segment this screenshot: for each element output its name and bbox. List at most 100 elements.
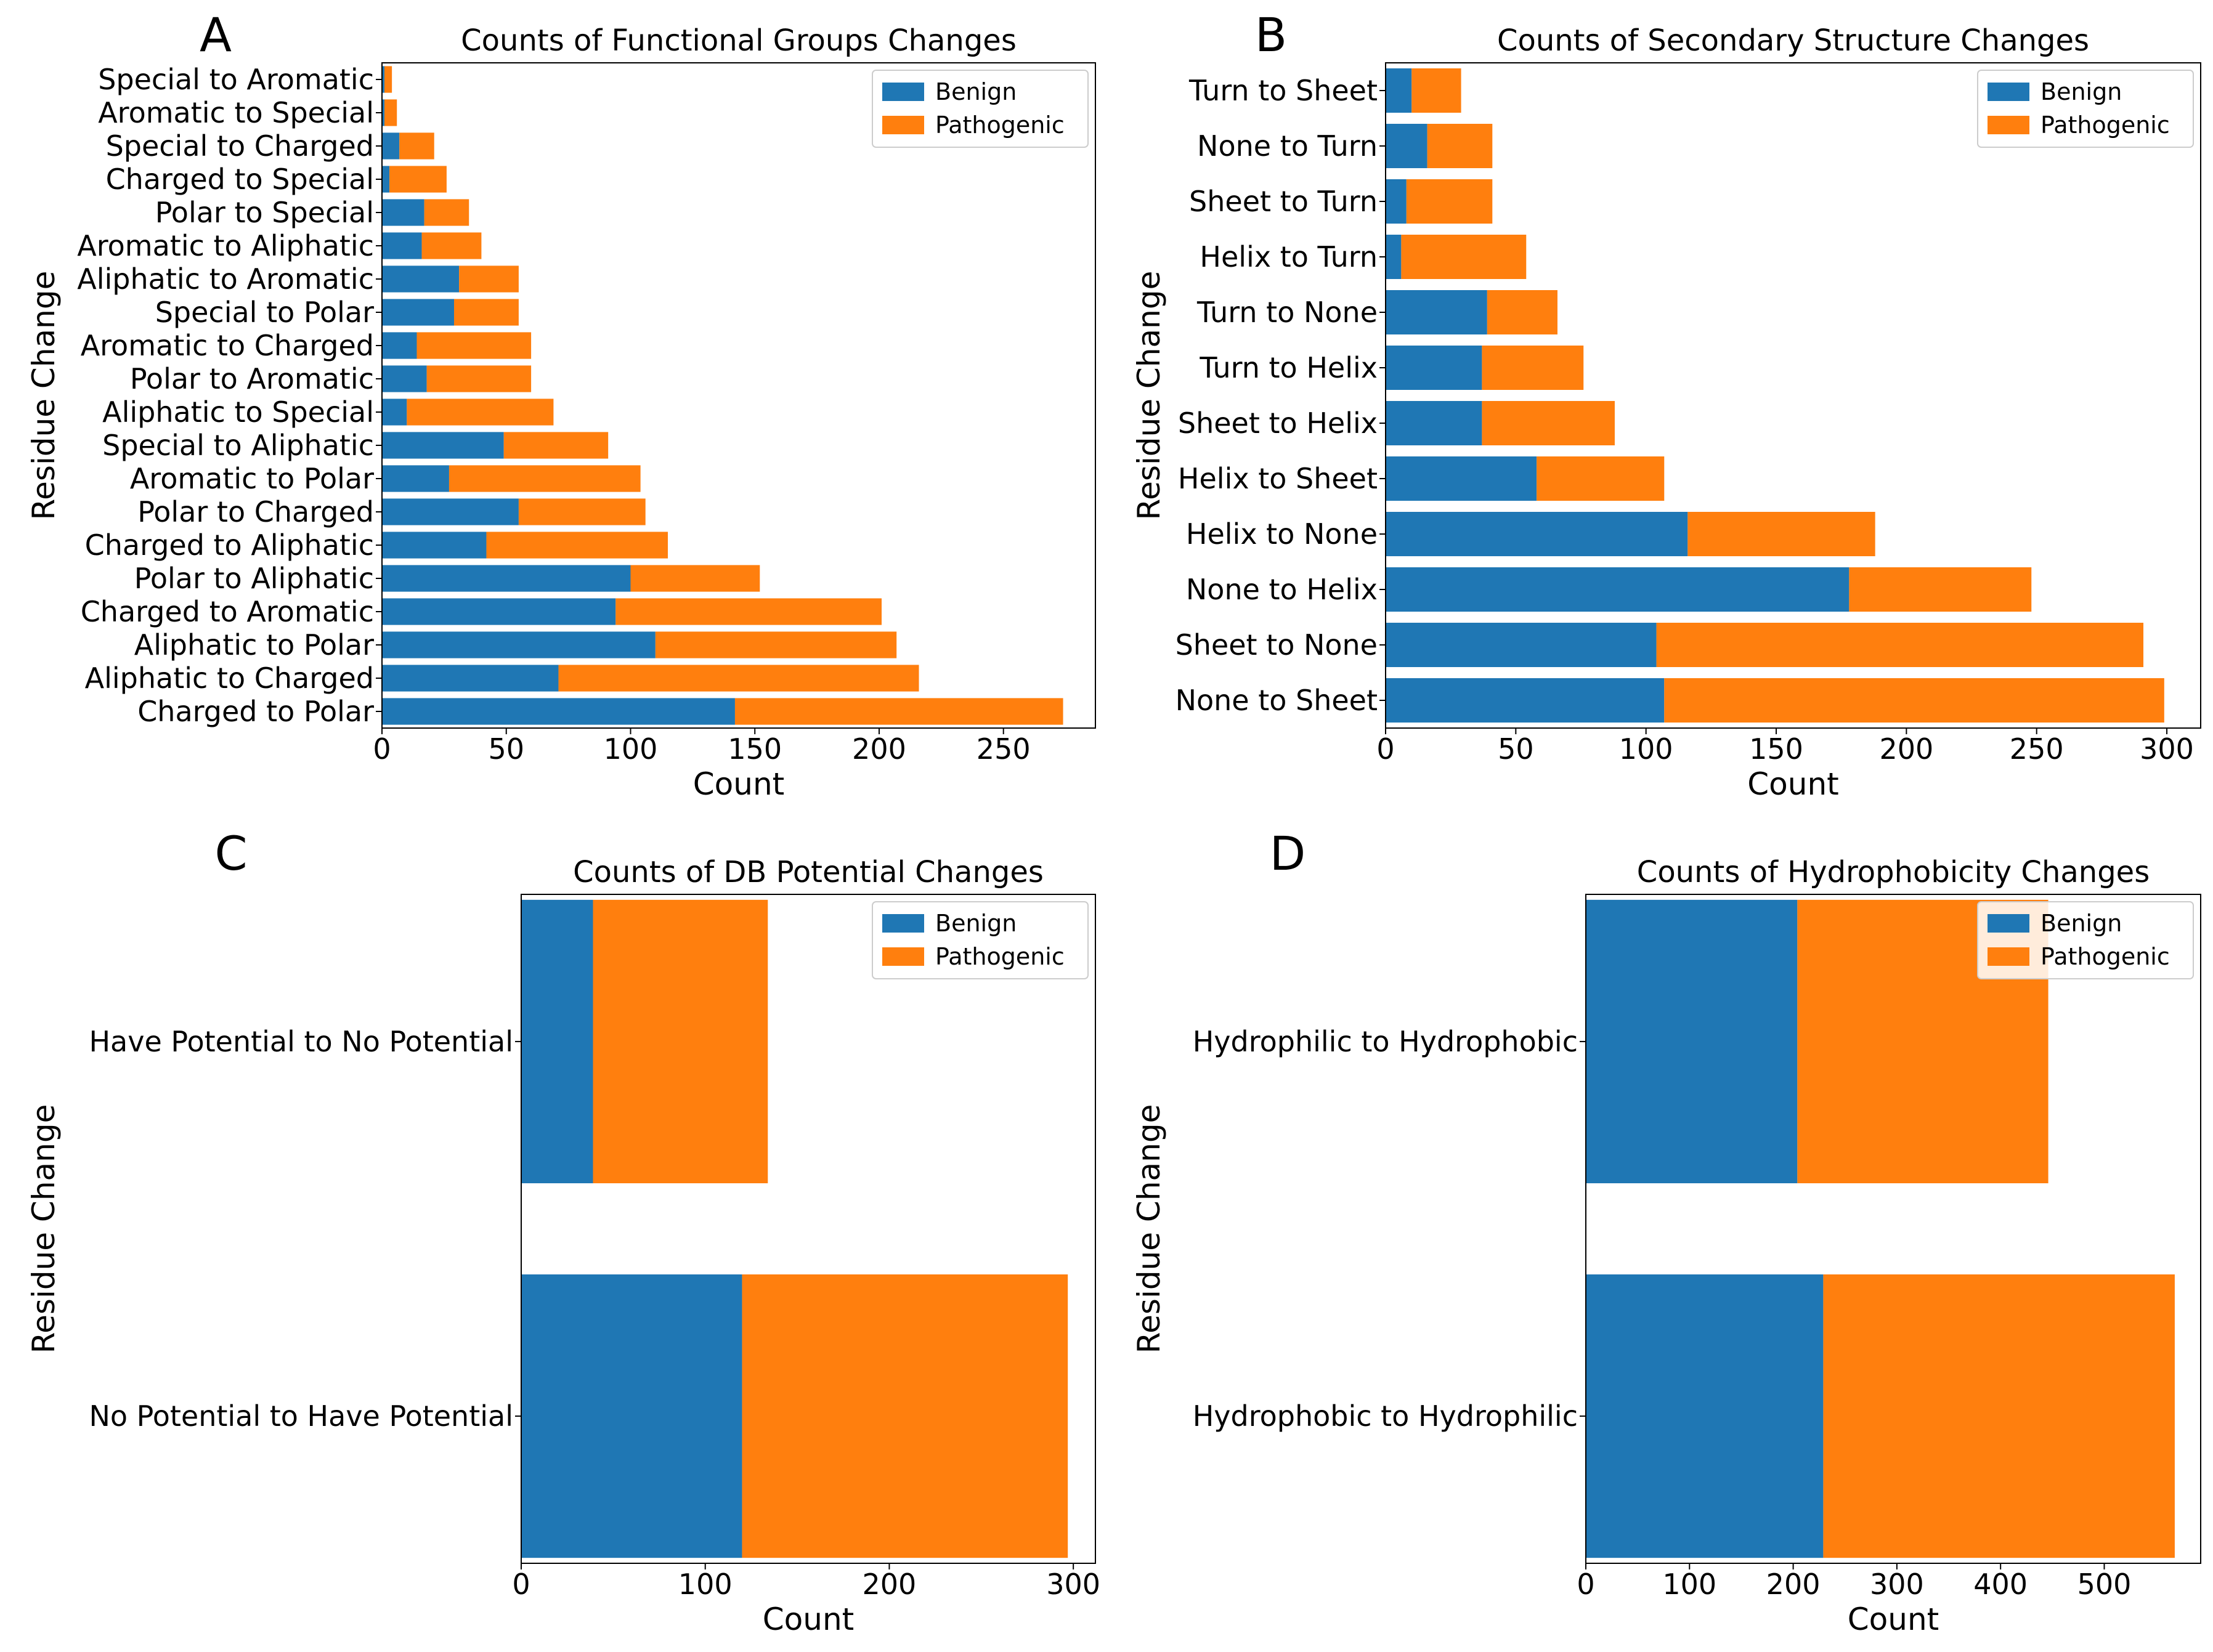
- chart-title: Counts of Hydrophobicity Changes: [1637, 855, 2150, 889]
- bar-pathogenic: [1487, 290, 1557, 334]
- bar-benign: [521, 1274, 742, 1558]
- y-tick-label: Sheet to Helix: [1178, 407, 1378, 440]
- y-tick-label: Special to Charged: [106, 129, 374, 163]
- bar-benign: [1386, 124, 1427, 168]
- chart-title: Counts of Functional Groups Changes: [461, 23, 1017, 58]
- y-tick-label: Have Potential to No Potential: [89, 1025, 513, 1058]
- bar-pathogenic: [426, 365, 532, 392]
- x-axis-label: Count: [763, 1601, 855, 1637]
- y-tick-label: Special to Aliphatic: [102, 429, 374, 462]
- bar-pathogenic: [1482, 401, 1615, 445]
- x-tick-label: 0: [512, 1568, 530, 1601]
- bar-pathogenic: [1656, 623, 2144, 667]
- bar-benign: [382, 598, 616, 625]
- bar-benign: [382, 698, 735, 725]
- legend-swatch-benign: [1988, 914, 2029, 933]
- legend-swatch-pathogenic: [1988, 116, 2029, 134]
- legend-label-benign: Benign: [2040, 910, 2122, 937]
- x-axis-label: Count: [693, 766, 785, 802]
- x-tick-label: 500: [2077, 1568, 2132, 1601]
- y-tick-label: Aromatic to Aliphatic: [77, 229, 374, 262]
- y-tick-label: Charged to Polar: [137, 695, 374, 728]
- bar-pathogenic: [1849, 567, 2032, 612]
- legend-label-pathogenic: Pathogenic: [935, 111, 1065, 139]
- y-tick-label: Aliphatic to Special: [102, 395, 374, 429]
- bar-pathogenic: [407, 399, 554, 426]
- bar-pathogenic: [615, 598, 882, 625]
- bar-pathogenic: [459, 265, 519, 293]
- bar-pathogenic: [593, 899, 768, 1184]
- legend-box: [872, 901, 1089, 979]
- x-tick-label: 200: [1879, 732, 1933, 766]
- legend-swatch-pathogenic: [882, 116, 924, 134]
- x-tick-label: 300: [1046, 1568, 1100, 1601]
- chart-title: Counts of Secondary Structure Changes: [1497, 23, 2089, 58]
- bar-pathogenic: [742, 1274, 1068, 1558]
- y-tick-label: Aliphatic to Polar: [134, 628, 374, 662]
- x-tick-label: 100: [604, 732, 658, 766]
- y-tick-label: Turn to Helix: [1199, 351, 1378, 384]
- legend-swatch-benign: [1988, 83, 2029, 101]
- panel-letter: C: [214, 826, 247, 881]
- panel-letter: B: [1255, 7, 1287, 62]
- y-tick-label: Aliphatic to Aromatic: [77, 262, 374, 296]
- bar-pathogenic: [389, 166, 447, 193]
- y-tick-label: None to Sheet: [1176, 684, 1378, 717]
- y-tick-label: Charged to Aromatic: [81, 595, 374, 628]
- x-tick-label: 200: [1766, 1568, 1821, 1601]
- x-axis-label: Count: [1747, 766, 1839, 802]
- x-axis-label: Count: [1848, 1601, 1939, 1637]
- bar-pathogenic: [1664, 678, 2164, 723]
- legend-swatch-benign: [882, 914, 924, 933]
- bar-benign: [382, 299, 455, 326]
- legend-swatch-benign: [882, 83, 924, 101]
- bar-benign: [1386, 179, 1407, 224]
- y-tick-label: Polar to Special: [155, 196, 374, 229]
- bar-benign: [382, 365, 427, 392]
- y-tick-label: Polar to Charged: [137, 495, 374, 528]
- bar-pathogenic: [630, 565, 760, 592]
- chart-title: Counts of DB Potential Changes: [573, 855, 1044, 889]
- legend-label-benign: Benign: [2040, 78, 2122, 105]
- bar-benign: [382, 665, 559, 692]
- bar-pathogenic: [384, 99, 397, 126]
- bar-pathogenic: [416, 332, 532, 359]
- bar-pathogenic: [399, 132, 434, 160]
- bar-pathogenic: [384, 66, 392, 93]
- x-tick-label: 150: [728, 732, 782, 766]
- x-tick-label: 200: [852, 732, 906, 766]
- bar-benign: [382, 265, 460, 293]
- bar-benign: [1386, 235, 1402, 279]
- y-tick-label: None to Helix: [1186, 573, 1378, 606]
- bar-benign: [1386, 623, 1657, 667]
- bar-benign: [1386, 346, 1482, 390]
- bar-benign: [1386, 512, 1688, 556]
- bar-benign: [1386, 68, 1412, 113]
- legend-box: [872, 70, 1089, 148]
- x-tick-label: 0: [1577, 1568, 1594, 1601]
- bar-benign: [382, 232, 422, 259]
- legend-box: [1977, 70, 2194, 148]
- chart-panel-b: None to Sheet Sheet to None None to Helix H…: [1131, 7, 2201, 802]
- plot-frame: [521, 894, 1096, 1564]
- chart-panel-d: Hydrophobic to Hydrophilic Hydrophilic to…: [1131, 826, 2201, 1637]
- bar-benign: [1586, 1274, 1824, 1558]
- bar-pathogenic: [1411, 68, 1461, 113]
- chart-panel-c: No Potential to Have Potential Have Poten…: [26, 826, 1100, 1637]
- bar-benign: [521, 899, 593, 1184]
- bar-pathogenic: [421, 232, 482, 259]
- y-tick-label: Aromatic to Polar: [130, 462, 374, 495]
- plot-frame: [381, 62, 1096, 729]
- legend-label-pathogenic: Pathogenic: [2040, 943, 2170, 970]
- y-tick-label: Sheet to Turn: [1189, 185, 1378, 218]
- y-tick-label: Aromatic to Charged: [81, 329, 374, 362]
- bar-benign: [382, 66, 385, 93]
- x-tick-label: 150: [1749, 732, 1803, 766]
- bar-benign: [382, 199, 424, 226]
- legend-swatch-pathogenic: [1988, 947, 2029, 966]
- bar-pathogenic: [503, 432, 609, 459]
- bar-pathogenic: [424, 199, 469, 226]
- bar-pathogenic: [518, 498, 646, 525]
